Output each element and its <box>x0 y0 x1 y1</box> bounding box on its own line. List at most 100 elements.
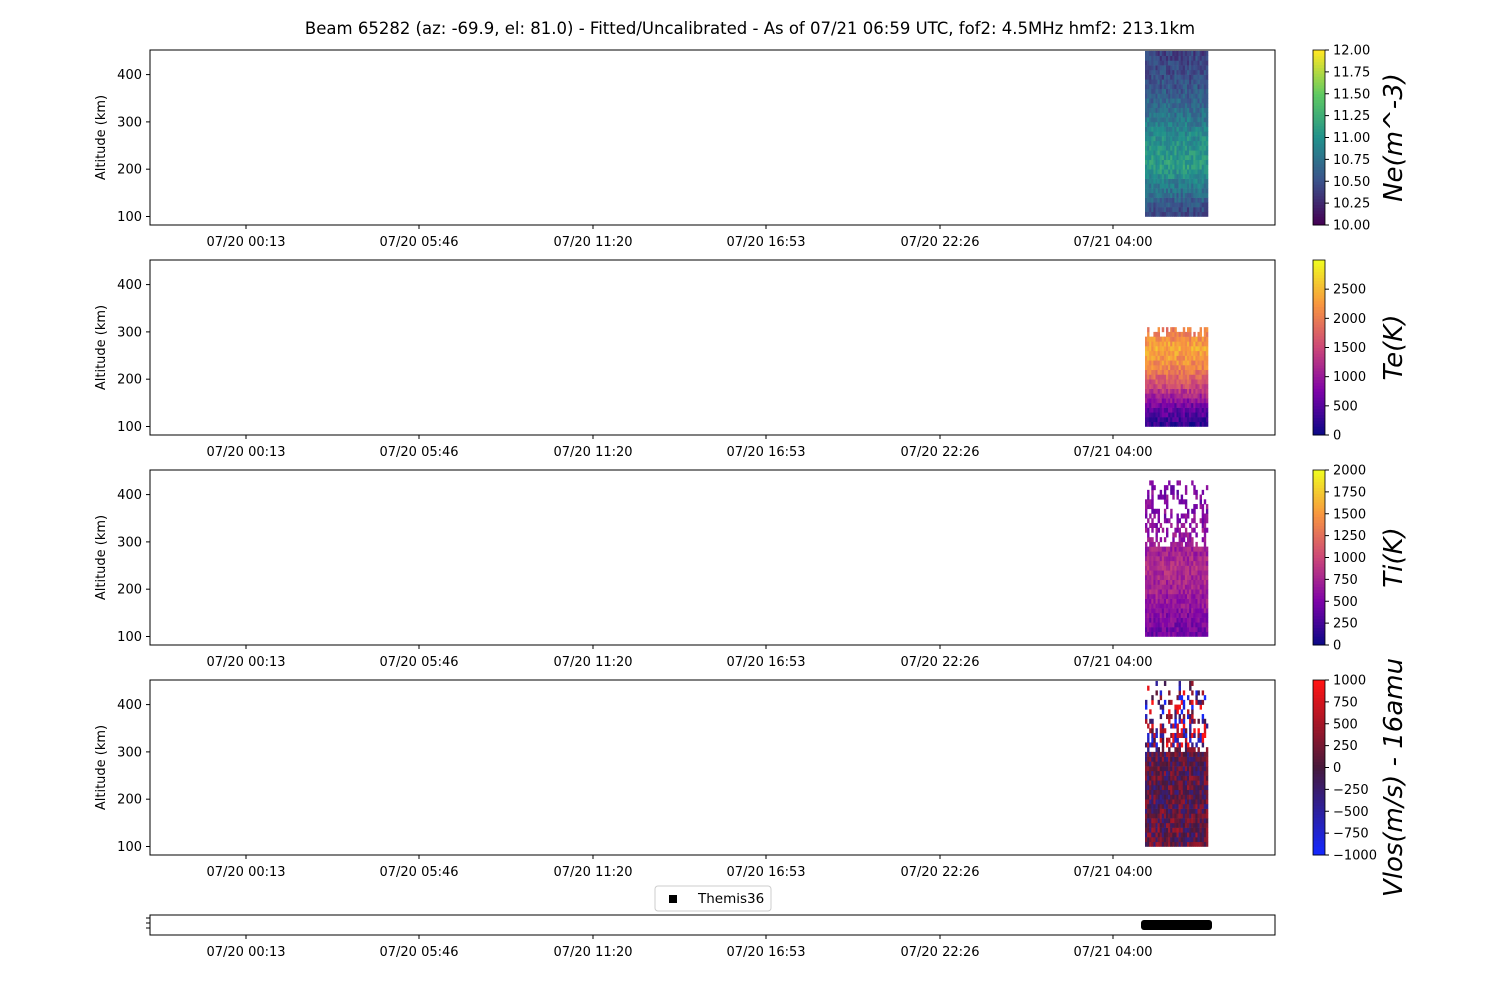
heatmap-cell <box>1205 93 1209 99</box>
colorbar-segment <box>1313 540 1325 544</box>
heatmap-cell <box>1176 126 1179 132</box>
heatmap-cell <box>1166 393 1169 399</box>
heatmap-cell <box>1193 421 1196 427</box>
heatmap-cell <box>1193 188 1196 194</box>
heatmap-cell <box>1197 341 1200 347</box>
heatmap-cell <box>1187 747 1190 753</box>
heatmap-cell <box>1168 336 1171 342</box>
heatmap-cell <box>1182 365 1186 371</box>
heatmap-cell <box>1168 102 1171 108</box>
heatmap-cell <box>1203 546 1207 552</box>
heatmap-cell <box>1193 612 1196 618</box>
heatmap-cell <box>1193 728 1196 734</box>
heatmap-cell <box>1145 355 1148 361</box>
heatmap-cell <box>1189 55 1192 61</box>
heatmap-cell <box>1197 150 1200 156</box>
heatmap-cell <box>1201 589 1205 595</box>
heatmap-cell <box>1189 417 1192 423</box>
heatmap-cell <box>1203 832 1207 838</box>
heatmap-cell <box>1180 732 1184 738</box>
heatmap-cell <box>1170 631 1173 637</box>
heatmap-cell <box>1176 617 1179 623</box>
heatmap-cell <box>1189 211 1192 217</box>
heatmap-cell <box>1159 107 1163 113</box>
heatmap-cell <box>1197 837 1200 843</box>
y-axis-label: Altitude (km) <box>94 515 109 600</box>
heatmap-cell <box>1155 169 1158 175</box>
heatmap-cell <box>1149 346 1152 352</box>
heatmap-cell <box>1174 799 1177 805</box>
heatmap-cell <box>1203 74 1207 80</box>
heatmap-cell <box>1163 121 1167 127</box>
heatmap-cell <box>1189 336 1192 342</box>
heatmap-cell <box>1195 631 1198 637</box>
heatmap-cell <box>1195 365 1198 371</box>
heatmap-cell <box>1189 808 1192 814</box>
heatmap-cell <box>1163 593 1167 599</box>
heatmap-cell <box>1149 822 1152 828</box>
heatmap-cell <box>1189 192 1192 198</box>
heatmap-cell <box>1180 532 1184 538</box>
heatmap-cell <box>1170 570 1173 576</box>
heatmap-cell <box>1203 612 1207 618</box>
heatmap-cell <box>1184 780 1188 786</box>
heatmap-cell <box>1147 494 1150 500</box>
heatmap-cell <box>1153 412 1156 418</box>
heatmap-cell <box>1191 155 1194 161</box>
heatmap-cell <box>1182 145 1186 151</box>
heatmap-cell <box>1182 60 1186 66</box>
heatmap-cell <box>1205 164 1209 170</box>
heatmap-cell <box>1193 841 1196 847</box>
x-tick-label: 07/20 16:53 <box>726 445 805 460</box>
heatmap-cell <box>1163 794 1167 800</box>
colorbar-segment <box>1313 408 1325 413</box>
heatmap-cell <box>1145 107 1148 113</box>
heatmap-cell <box>1161 412 1165 418</box>
heatmap-cell <box>1203 579 1207 585</box>
heatmap-cell <box>1205 398 1209 404</box>
heatmap-cell <box>1147 145 1150 151</box>
heatmap-cell <box>1203 827 1207 833</box>
heatmap-cell <box>1193 770 1196 776</box>
heatmap-cell <box>1193 202 1196 208</box>
heatmap-cell <box>1147 50 1150 56</box>
heatmap-cell <box>1159 808 1163 814</box>
heatmap-cell <box>1178 837 1181 843</box>
heatmap-cell <box>1166 421 1169 427</box>
heatmap-cell <box>1151 55 1154 61</box>
heatmap-cell <box>1170 417 1173 423</box>
heatmap-cell <box>1199 565 1202 571</box>
heatmap-cell <box>1166 211 1169 217</box>
x-tick-label: 07/20 00:13 <box>206 865 285 880</box>
heatmap-cell <box>1153 522 1156 528</box>
heatmap-cell <box>1176 799 1179 805</box>
heatmap-cell <box>1163 499 1167 505</box>
colorbar-segment <box>1313 478 1325 483</box>
heatmap-cell <box>1203 112 1207 118</box>
heatmap-cell <box>1191 74 1194 80</box>
heatmap-cell <box>1168 756 1171 762</box>
heatmap-cell <box>1180 398 1184 404</box>
heatmap-cell <box>1157 346 1160 352</box>
heatmap-cell <box>1168 780 1171 786</box>
heatmap-cell <box>1170 751 1173 757</box>
heatmap-cell <box>1205 393 1209 399</box>
heatmap-cell <box>1168 341 1171 347</box>
colorbar-segment <box>1313 163 1325 168</box>
heatmap-cell <box>1159 55 1163 61</box>
heatmap-cell <box>1197 822 1200 828</box>
heatmap-cell <box>1201 775 1205 781</box>
heatmap-cell <box>1193 383 1196 389</box>
heatmap-cell <box>1153 603 1156 609</box>
heatmap-cell <box>1176 627 1179 633</box>
heatmap-cell <box>1161 84 1165 90</box>
heatmap-cell <box>1199 584 1202 590</box>
heatmap-cell <box>1155 374 1158 380</box>
heatmap-cell <box>1151 808 1154 814</box>
heatmap-cell <box>1149 112 1152 118</box>
heatmap-cell <box>1159 737 1163 743</box>
heatmap-cell <box>1184 183 1188 189</box>
heatmap-cell <box>1184 159 1188 165</box>
heatmap-cell <box>1147 775 1150 781</box>
heatmap-cell <box>1149 589 1152 595</box>
